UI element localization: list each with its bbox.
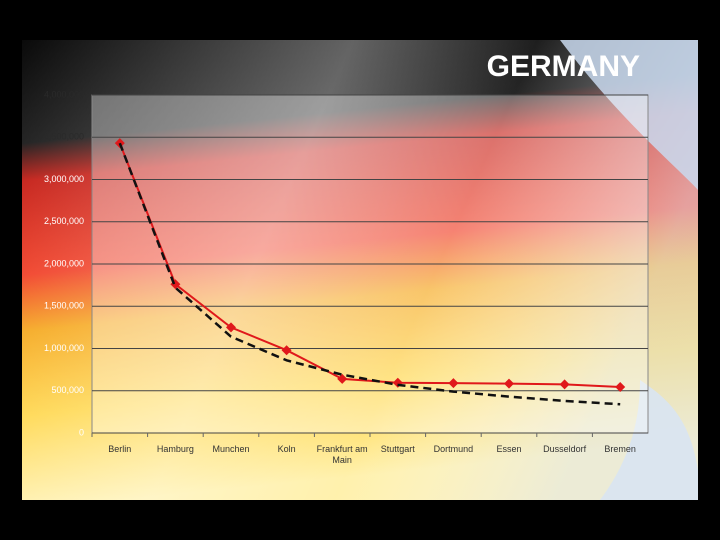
x-tick-label: Munchen	[212, 444, 250, 454]
y-tick-label: 2,000,000	[44, 258, 84, 268]
sky	[600, 380, 698, 500]
point-marker	[448, 378, 459, 389]
point-marker	[559, 379, 570, 390]
y-tick-label: 3,000,000	[44, 174, 84, 184]
series-line	[118, 142, 621, 388]
x-tick-label: Essen	[496, 444, 522, 454]
point-marker	[281, 345, 292, 356]
y-tick-label: 3,500,000	[44, 132, 84, 142]
sky	[560, 40, 698, 190]
x-tick-label: Hamburg	[156, 444, 194, 454]
y-tick-label: 500,000	[51, 385, 84, 395]
point-marker	[337, 373, 348, 384]
point-marker	[226, 322, 236, 333]
y-tick-label: 1,500,000	[44, 301, 84, 311]
chart-title: GERMANY	[487, 50, 640, 83]
x-tick-label: Dortmund	[433, 444, 474, 454]
y-tick-label: 2,500,000	[44, 216, 84, 226]
flag-sheen	[22, 40, 698, 500]
x-tick-label: Bremen	[604, 444, 636, 454]
point-marker	[504, 378, 514, 389]
x-tick-label: Dusseldorf	[543, 444, 587, 454]
x-tick-label: Koln	[277, 444, 296, 454]
x-tick-label: Frankfurt am Main	[316, 444, 368, 465]
point-marker	[615, 381, 626, 392]
y-tick-label: 1,000,000	[44, 343, 84, 353]
x-tick-label: Berlin	[108, 444, 132, 454]
y-tick-label: 4,000,000	[44, 89, 84, 99]
x-tick-label: Stuttgart	[380, 444, 415, 454]
y-tick-label: 0	[79, 427, 84, 437]
